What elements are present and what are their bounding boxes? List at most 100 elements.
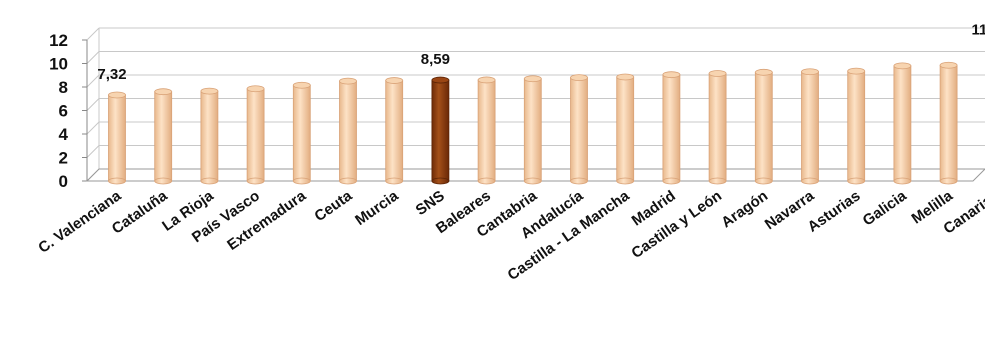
y-tick-label: 8 — [59, 78, 68, 97]
bar-top — [246, 85, 265, 93]
bar-base — [616, 177, 635, 185]
bar — [847, 67, 866, 185]
bar-top — [339, 77, 357, 85]
bar-base — [662, 177, 681, 185]
bar — [708, 70, 727, 185]
y-tick-label: 12 — [49, 31, 68, 50]
bar — [246, 85, 265, 185]
y-tick-label: 2 — [59, 149, 68, 168]
gridline-diag — [86, 98, 100, 111]
bar-base — [108, 177, 126, 185]
bar-body — [708, 73, 727, 182]
bar-base — [385, 177, 404, 185]
bar-base — [154, 177, 173, 185]
x-tick-label: Aragón — [718, 187, 771, 231]
bar-top — [801, 68, 819, 76]
data-label: 7,32 — [97, 66, 126, 83]
bar-base — [754, 177, 773, 185]
gridline-diag — [86, 51, 100, 64]
bar-base — [939, 177, 958, 185]
bar-base — [708, 177, 727, 185]
bar — [570, 74, 588, 185]
bar-body — [523, 78, 542, 182]
x-tick-label: Extremadura — [224, 187, 309, 254]
bar — [292, 81, 311, 185]
bar-top — [754, 68, 773, 76]
bar-body — [847, 70, 866, 182]
bar-base — [431, 177, 450, 185]
gridline-diag — [86, 121, 100, 135]
x-tick-label: Asturias — [805, 187, 864, 235]
bar-body — [477, 79, 496, 182]
x-tick-label: SNS — [413, 187, 448, 219]
gridline-diag — [86, 145, 100, 158]
bar-top — [200, 87, 219, 95]
bar-body — [431, 79, 450, 182]
bar-top — [477, 76, 496, 84]
bar-top — [292, 81, 311, 89]
bar — [801, 68, 819, 185]
bar-base — [847, 177, 866, 185]
bar — [385, 77, 404, 185]
gridline-diag — [86, 74, 100, 88]
bar-top — [847, 67, 866, 75]
bar-top — [708, 70, 727, 77]
bar-top — [385, 77, 404, 84]
bar-body — [339, 80, 357, 182]
bar-base — [200, 177, 219, 185]
bar-body — [939, 64, 958, 182]
bar-base — [801, 177, 819, 185]
bar-top — [939, 61, 958, 69]
bar-top — [154, 88, 173, 96]
bar-body — [754, 71, 773, 182]
bar — [339, 77, 357, 185]
bar — [616, 73, 635, 185]
bar-body — [893, 65, 912, 182]
y-tick-label: 4 — [59, 125, 69, 144]
bar — [154, 88, 173, 185]
bar-base — [246, 177, 265, 185]
bar-top — [108, 91, 126, 99]
bar-body — [108, 94, 126, 182]
bar-body — [292, 84, 311, 182]
bar — [477, 76, 496, 185]
bar — [108, 91, 126, 185]
x-tick-label: Galicia — [860, 187, 911, 230]
bar-body — [616, 76, 635, 182]
bar-base — [477, 177, 496, 185]
bar-top — [523, 75, 542, 83]
bar-body — [246, 88, 265, 182]
data-label: 8,59 — [421, 51, 450, 68]
x-tick-label: Ceuta — [311, 187, 355, 225]
bar — [200, 87, 219, 185]
bar-base — [292, 177, 311, 185]
bar — [754, 68, 773, 185]
bar-top — [616, 73, 635, 81]
bar-base — [339, 177, 357, 185]
x-tick-label: Murcia — [352, 187, 402, 229]
bar-body — [570, 77, 588, 182]
bar-top — [893, 62, 912, 70]
y-tick-label: 0 — [59, 172, 68, 191]
bar-body — [200, 90, 219, 182]
bar-base — [893, 177, 912, 185]
bars — [108, 61, 958, 185]
data-label: 11,12 — [971, 21, 985, 38]
bar-base — [570, 177, 588, 185]
bar-body — [801, 71, 819, 182]
y-tick-label: 10 — [49, 55, 68, 74]
gridline-diag — [86, 27, 100, 41]
bar — [893, 62, 912, 185]
bar-body — [662, 74, 681, 182]
bar-top — [570, 74, 588, 81]
axes: 0 2 4 6 8 10 12 — [49, 28, 985, 191]
bar — [431, 76, 450, 185]
y-tick-label: 6 — [59, 102, 68, 121]
bar-base — [523, 177, 542, 185]
bar — [523, 75, 542, 185]
bar-top — [431, 76, 450, 84]
bar-body — [154, 91, 173, 182]
bar-body — [385, 80, 404, 182]
